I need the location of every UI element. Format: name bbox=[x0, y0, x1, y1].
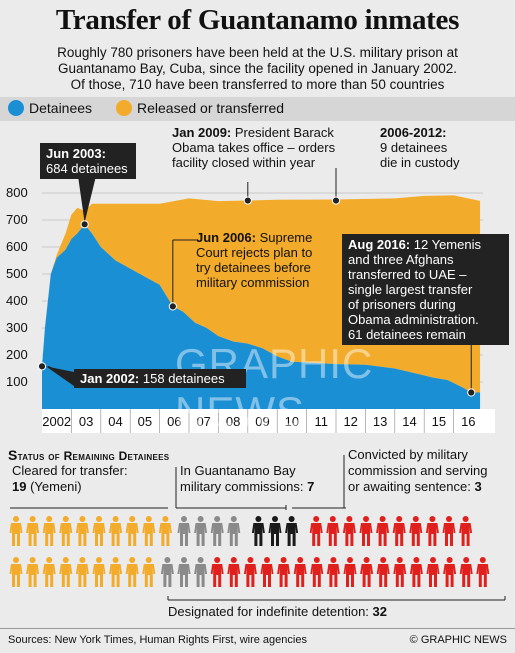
person-icon bbox=[126, 516, 139, 546]
person-icon bbox=[327, 557, 340, 587]
person-icon bbox=[343, 516, 356, 546]
person-icon bbox=[211, 516, 224, 546]
person-icon bbox=[443, 516, 456, 546]
person-icon bbox=[93, 557, 106, 587]
person-icon bbox=[310, 516, 323, 546]
person-icon bbox=[360, 557, 373, 587]
person-icon bbox=[26, 557, 39, 587]
footer-sources: Sources: New York Times, Human Rights Fi… bbox=[8, 634, 307, 646]
person-icon bbox=[109, 516, 122, 546]
person-icon bbox=[326, 516, 339, 546]
person-icon bbox=[377, 557, 390, 587]
person-icon bbox=[360, 516, 373, 546]
person-icon bbox=[178, 557, 191, 587]
person-icon bbox=[244, 557, 257, 587]
person-icon bbox=[59, 516, 72, 546]
person-icon bbox=[142, 516, 155, 546]
person-icon bbox=[227, 516, 240, 546]
person-icon bbox=[277, 557, 290, 587]
person-icon bbox=[178, 516, 191, 546]
person-icon bbox=[409, 516, 422, 546]
person-icon bbox=[443, 557, 456, 587]
person-icon bbox=[227, 557, 240, 587]
person-icon bbox=[252, 516, 265, 546]
footer: Sources: New York Times, Human Rights Fi… bbox=[0, 628, 515, 653]
person-icon bbox=[159, 516, 172, 546]
person-icon bbox=[459, 516, 472, 546]
person-icon bbox=[310, 557, 323, 587]
person-icon bbox=[294, 557, 307, 587]
person-icon bbox=[26, 516, 39, 546]
person-icon bbox=[76, 516, 89, 546]
person-icon bbox=[393, 557, 406, 587]
person-icon bbox=[194, 516, 207, 546]
person-icon bbox=[460, 557, 473, 587]
person-icon bbox=[43, 557, 56, 587]
person-icon bbox=[261, 557, 274, 587]
person-icon bbox=[43, 516, 56, 546]
person-icon bbox=[211, 557, 224, 587]
person-icon bbox=[59, 557, 72, 587]
person-icon bbox=[10, 516, 23, 546]
person-icon bbox=[427, 557, 440, 587]
person-icon bbox=[426, 516, 439, 546]
person-icon bbox=[10, 557, 23, 587]
person-icon bbox=[161, 557, 174, 587]
person-icon bbox=[410, 557, 423, 587]
person-icon bbox=[344, 557, 357, 587]
person-icon bbox=[76, 557, 89, 587]
person-icon bbox=[109, 557, 122, 587]
person-icon bbox=[376, 516, 389, 546]
person-icon bbox=[142, 557, 155, 587]
person-icon bbox=[126, 557, 139, 587]
footer-copyright: © GRAPHIC NEWS bbox=[410, 634, 507, 646]
person-icon bbox=[393, 516, 406, 546]
person-icon bbox=[476, 557, 489, 587]
person-icon bbox=[93, 516, 106, 546]
person-icon bbox=[285, 516, 298, 546]
person-icon bbox=[194, 557, 207, 587]
person-icon bbox=[269, 516, 282, 546]
